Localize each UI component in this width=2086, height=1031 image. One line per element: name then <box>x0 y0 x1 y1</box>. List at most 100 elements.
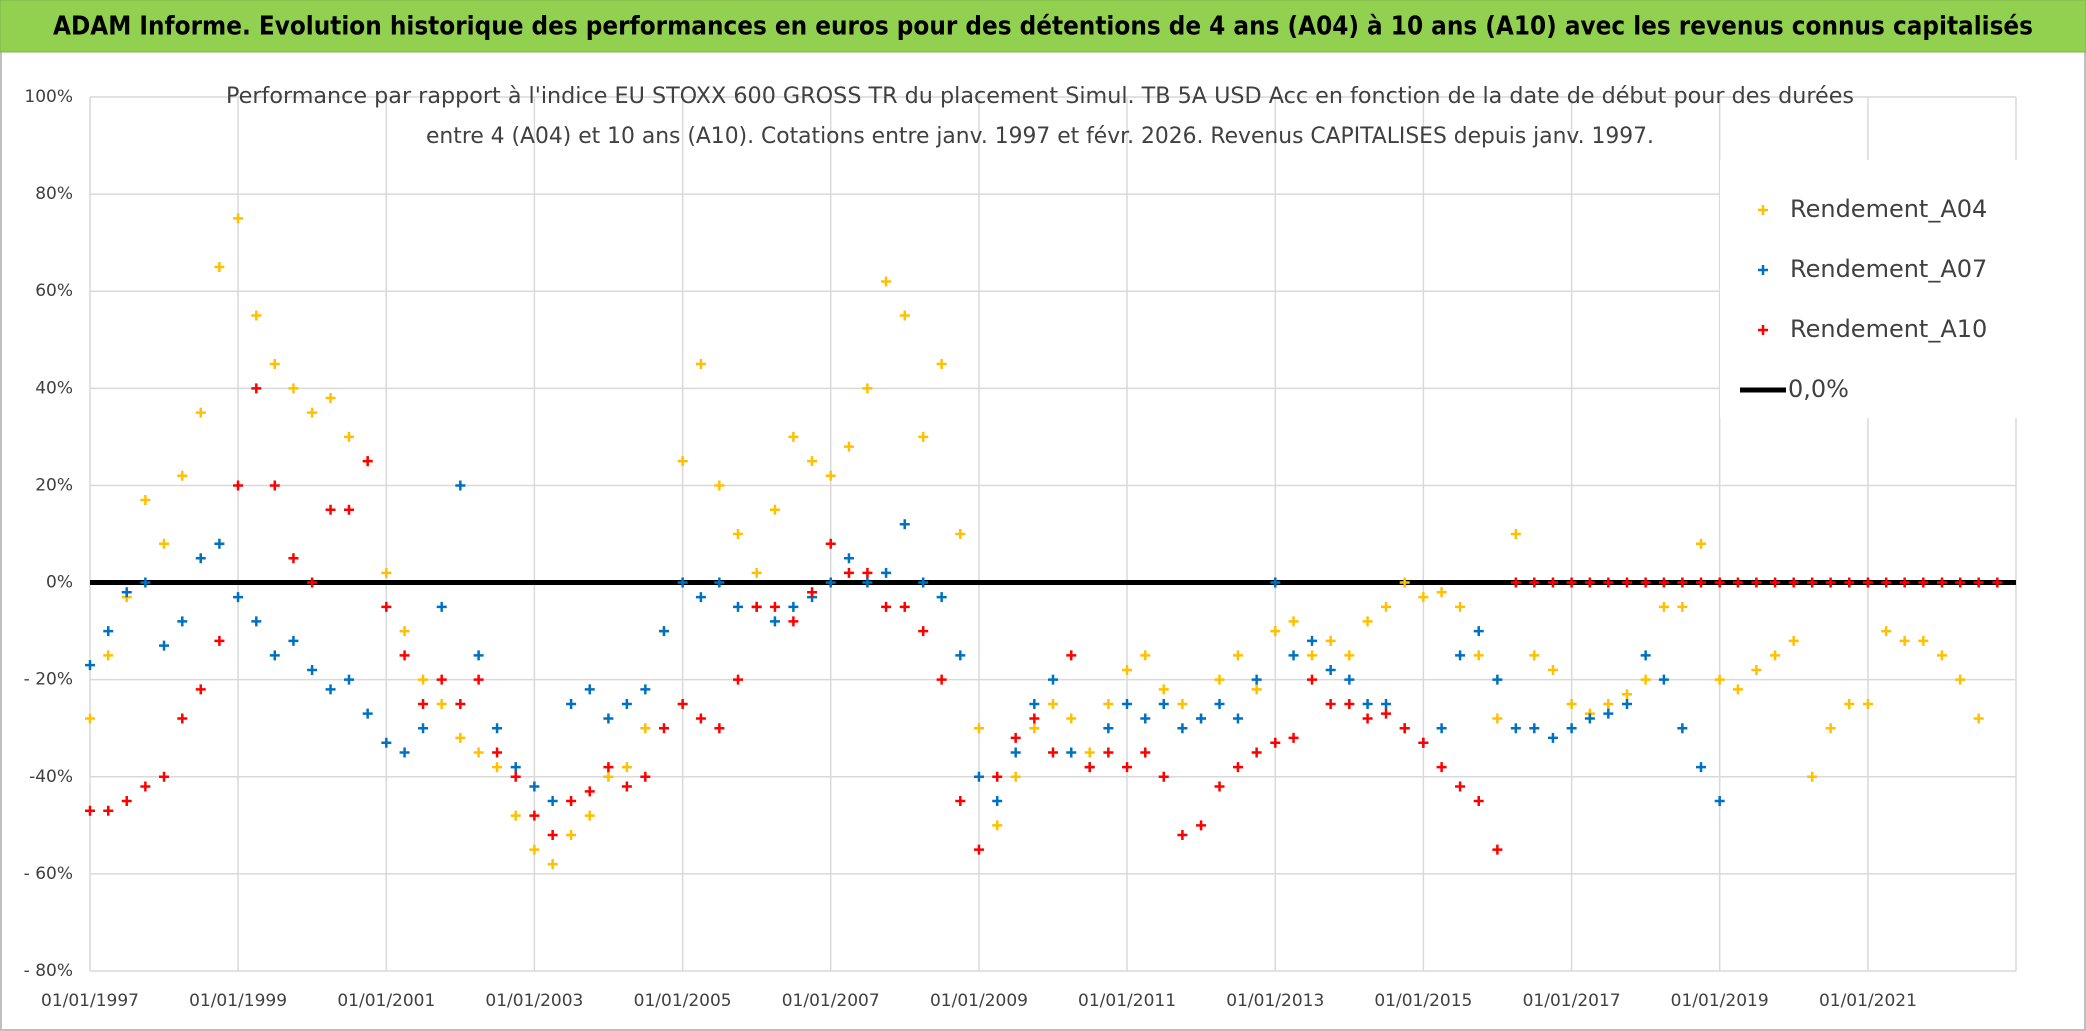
chart-subtitle: entre 4 (A04) et 10 ans (A10). Cotations… <box>426 124 1654 149</box>
data-point <box>1510 577 1521 588</box>
data-point <box>918 577 929 588</box>
data-point <box>473 747 484 758</box>
x-tick-label: 01/01/2021 <box>1819 991 1917 1011</box>
data-point <box>1529 577 1540 588</box>
data-point <box>288 635 299 646</box>
data-point <box>677 577 688 588</box>
data-point <box>1603 577 1614 588</box>
data-point <box>1677 577 1688 588</box>
data-point <box>140 577 151 588</box>
data-point <box>510 762 521 773</box>
data-point <box>992 820 1003 831</box>
data-point <box>1066 747 1077 758</box>
data-point <box>159 771 170 782</box>
data-point <box>1344 650 1355 661</box>
data-point <box>436 601 447 612</box>
data-point <box>1196 820 1207 831</box>
data-point <box>1473 650 1484 661</box>
data-point <box>881 567 892 578</box>
data-point <box>1029 698 1040 709</box>
data-point <box>1122 664 1133 675</box>
y-tick-label: 40% <box>35 378 73 398</box>
data-point <box>584 684 595 695</box>
data-point <box>769 616 780 627</box>
data-point <box>1566 577 1577 588</box>
data-point <box>899 519 910 530</box>
data-point <box>1103 747 1114 758</box>
data-point <box>640 723 651 734</box>
data-point <box>807 587 818 598</box>
data-point <box>1010 771 1021 782</box>
data-point <box>1862 698 1873 709</box>
data-point <box>695 359 706 370</box>
data-point <box>1807 577 1818 588</box>
data-point <box>862 567 873 578</box>
data-point <box>473 650 484 661</box>
data-point <box>492 747 503 758</box>
data-point <box>1270 737 1281 748</box>
data-point <box>973 771 984 782</box>
legend-label: Rendement_A07 <box>1790 255 1987 283</box>
data-point <box>455 732 466 743</box>
data-point <box>936 592 947 603</box>
data-point <box>103 805 114 816</box>
data-point <box>1955 577 1966 588</box>
data-point <box>640 771 651 782</box>
data-point <box>1825 577 1836 588</box>
data-point <box>547 796 558 807</box>
data-point <box>1381 698 1392 709</box>
data-point <box>195 407 206 418</box>
data-point <box>1325 698 1336 709</box>
data-point <box>1288 616 1299 627</box>
data-point <box>862 577 873 588</box>
data-point <box>1251 684 1262 695</box>
data-point <box>973 844 984 855</box>
data-point <box>1232 762 1243 773</box>
data-point <box>1122 698 1133 709</box>
data-point <box>936 674 947 685</box>
data-point <box>103 650 114 661</box>
title-banner <box>0 0 2086 53</box>
data-point <box>1436 762 1447 773</box>
data-point <box>1677 601 1688 612</box>
data-point <box>1992 577 2003 588</box>
data-point <box>85 660 95 671</box>
data-point <box>862 383 873 394</box>
data-point <box>1214 698 1225 709</box>
data-point <box>1899 635 1910 646</box>
data-point <box>418 723 429 734</box>
data-point <box>529 781 540 792</box>
data-point <box>455 480 466 491</box>
data-point <box>381 567 392 578</box>
data-point <box>1547 577 1558 588</box>
data-point <box>1084 747 1095 758</box>
data-point <box>807 456 818 467</box>
data-point <box>362 708 373 719</box>
data-point <box>1362 616 1373 627</box>
data-point <box>1010 747 1021 758</box>
data-point <box>955 529 966 539</box>
data-point <box>769 601 780 612</box>
data-point <box>621 762 632 773</box>
data-point <box>1307 635 1317 646</box>
data-point <box>1196 713 1207 724</box>
data-point <box>1455 781 1466 792</box>
data-point <box>1584 577 1595 588</box>
y-tick-label: 80% <box>35 184 73 204</box>
data-point <box>325 393 336 404</box>
data-point <box>584 786 595 797</box>
data-point <box>658 626 669 637</box>
data-point <box>955 650 966 661</box>
data-point <box>1807 771 1818 782</box>
data-point <box>547 859 558 870</box>
data-point <box>1751 664 1762 675</box>
data-point <box>344 504 355 515</box>
chart-title: ADAM Informe. Evolution historique des p… <box>53 12 2033 42</box>
data-point <box>566 830 577 841</box>
data-point <box>1048 674 1058 685</box>
legend-marker <box>1758 205 1768 215</box>
data-point <box>159 640 170 651</box>
data-point <box>1510 723 1521 734</box>
